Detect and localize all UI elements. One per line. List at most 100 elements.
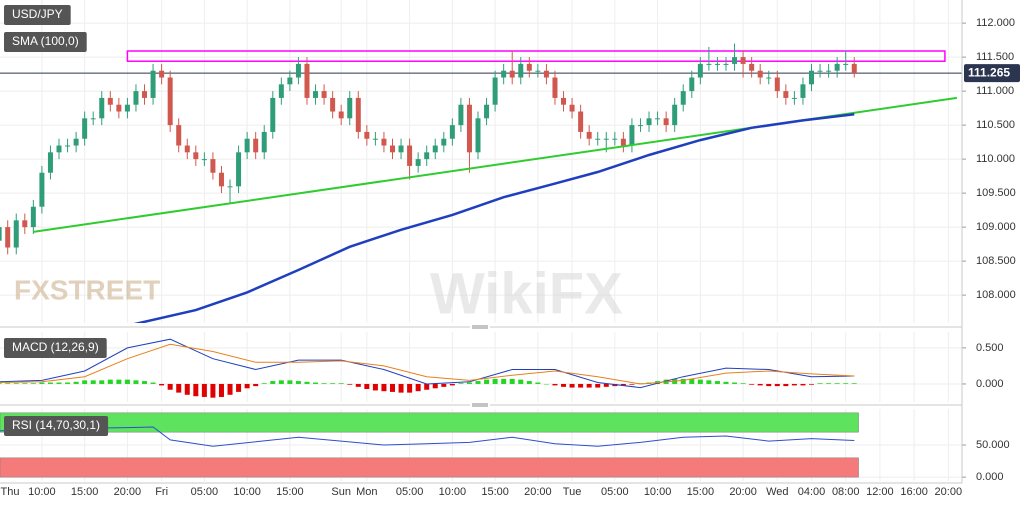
- label-text: SMA (100,0): [12, 34, 79, 48]
- label-box: [4, 32, 87, 52]
- candle-body: [415, 159, 421, 166]
- panel: 112.000 111.500 111.000 110.500 110.000 109.5…: [0, 0, 1020, 326]
- histogram-bar: [800, 383, 806, 386]
- histogram-bar: [509, 378, 515, 384]
- x-tick-label: Mon: [356, 486, 377, 498]
- y-tick-label: 0.500: [976, 342, 1004, 354]
- x-tick-label: 10:00: [439, 486, 467, 498]
- histogram-bar: [466, 382, 472, 384]
- label-text: MACD (12,26,9): [12, 340, 99, 354]
- candle-body: [740, 57, 746, 64]
- candle-body: [501, 70, 507, 78]
- candle-body: [321, 91, 327, 98]
- candle-body: [757, 70, 763, 78]
- candle-body: [432, 145, 438, 153]
- histogram-bar: [184, 383, 190, 395]
- candle-body: [270, 97, 276, 132]
- x-tick-label: 04:00: [798, 486, 826, 498]
- histogram-bar: [552, 383, 558, 386]
- panel-handle[interactable]: [470, 324, 490, 330]
- candle-body: [116, 104, 122, 112]
- candle-body: [646, 118, 652, 126]
- y-tick-label: 108.000: [976, 289, 1016, 301]
- histogram-bar: [561, 383, 567, 387]
- histogram-bar: [389, 383, 395, 392]
- candle-body: [800, 84, 806, 98]
- y-tick-label: 110.000: [976, 153, 1015, 165]
- y-tick-label: 110.500: [976, 119, 1015, 131]
- histogram-bar: [432, 383, 438, 389]
- x-tick-label: 05:00: [191, 486, 219, 498]
- candle-body: [518, 63, 524, 78]
- candle-body: [655, 118, 661, 120]
- rsi-line: [0, 426, 855, 447]
- panel-handle[interactable]: [470, 402, 490, 408]
- candle-body: [475, 118, 481, 153]
- histogram-bar: [355, 383, 361, 387]
- label-box: [4, 5, 71, 25]
- sma-line: [133, 112, 855, 323]
- candle-body: [184, 145, 190, 153]
- candle-body: [5, 227, 11, 248]
- candle-body: [569, 104, 575, 112]
- y-tick-label: 111.000: [976, 85, 1014, 97]
- indicator-label[interactable]: SMA (100,0): [4, 32, 87, 52]
- x-tick-label: 15:00: [71, 486, 99, 498]
- indicator-label[interactable]: MACD (12,26,9): [4, 338, 107, 358]
- histogram-bar: [449, 383, 455, 386]
- candle-body: [176, 125, 182, 146]
- x-tick-label: 16:00: [900, 486, 928, 498]
- candle-body: [603, 138, 609, 140]
- candle-body: [492, 77, 498, 105]
- candle-body: [509, 70, 515, 78]
- y-tick-label: 0.000: [976, 378, 1004, 390]
- macd-line: [0, 343, 855, 385]
- candle-body: [843, 63, 849, 65]
- indicator-label[interactable]: RSI (14,70,30,1): [4, 416, 109, 436]
- histogram-bar: [244, 383, 250, 389]
- histogram-bar: [116, 379, 122, 384]
- histogram-bar: [826, 383, 832, 384]
- x-tick-label: Wed: [766, 486, 788, 498]
- histogram-bar: [689, 378, 695, 384]
- label-text: USD/JPY: [12, 7, 63, 21]
- histogram-bar: [90, 380, 96, 384]
- resistance-zone: [126, 50, 946, 62]
- histogram-bar: [680, 378, 686, 384]
- histogram-bar: [620, 383, 626, 386]
- x-tick-label: Thu: [1, 486, 20, 498]
- histogram-bar: [372, 383, 378, 391]
- candle-body: [65, 145, 71, 147]
- candle-body: [30, 206, 36, 228]
- histogram-bar: [749, 383, 755, 385]
- candle-body: [706, 63, 712, 65]
- panel: 50.000 0.000: [0, 409, 1010, 483]
- candle-body: [851, 63, 857, 74]
- watermark: WikiFX: [430, 261, 623, 326]
- histogram-bar: [732, 382, 738, 384]
- candle-body: [407, 145, 413, 166]
- rsi-band: [0, 412, 859, 433]
- candle-body: [578, 111, 584, 132]
- histogram-bar: [766, 383, 772, 387]
- candle-body: [278, 84, 284, 98]
- candle-body: [39, 172, 45, 207]
- histogram-bar: [0, 383, 2, 384]
- y-tick-label: 109.500: [976, 187, 1016, 199]
- candle-body: [586, 131, 592, 139]
- x-tick-label: Sun: [331, 486, 351, 498]
- x-tick-label: 20:00: [729, 486, 757, 498]
- candle-body: [313, 91, 319, 98]
- histogram-bar: [501, 378, 507, 384]
- indicator-label[interactable]: USD/JPY: [4, 5, 71, 25]
- candle-body: [82, 118, 88, 139]
- candle-body: [458, 104, 464, 126]
- candle-body: [398, 145, 404, 153]
- histogram-bar: [278, 380, 284, 384]
- candle-body: [620, 138, 626, 146]
- x-tick-label: 10:00: [644, 486, 672, 498]
- candle-body: [227, 186, 233, 188]
- histogram-bar: [774, 383, 780, 387]
- x-tick-label: 20:00: [114, 486, 142, 498]
- y-tick-label: 108.500: [976, 255, 1016, 267]
